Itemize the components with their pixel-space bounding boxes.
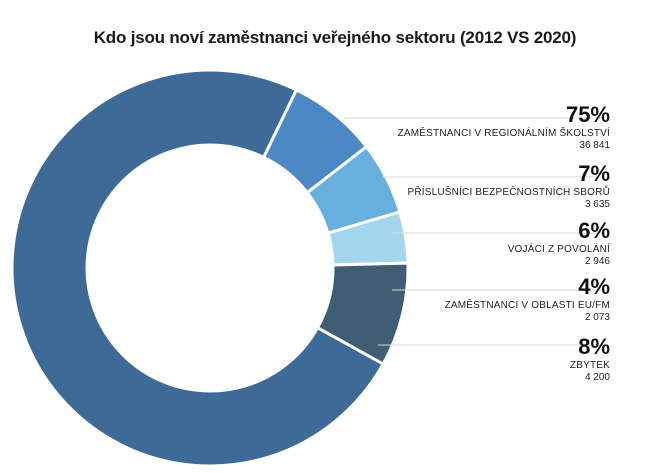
slice-count: 2 946 bbox=[585, 256, 610, 267]
donut-slices bbox=[10, 68, 410, 468]
donut-slice bbox=[315, 261, 410, 367]
slice-count: 3 635 bbox=[585, 199, 610, 210]
percent-label: 4% bbox=[578, 274, 610, 299]
slice-count: 2 073 bbox=[585, 312, 610, 323]
slice-count: 4 200 bbox=[585, 372, 610, 383]
slice-label: ZAMĚSTNANCI V OBLASTI EU/FM bbox=[445, 298, 610, 311]
slice-label: VOJÁCI Z POVOLÁNÍ bbox=[508, 242, 610, 255]
slice-label: PŘÍSLUŠNÍCI BEZPEČNOSTNÍCH SBORŮ bbox=[407, 185, 610, 198]
slice-count: 36 841 bbox=[579, 140, 610, 151]
donut-slice bbox=[10, 68, 386, 468]
slice-label: ZAMĚSTNANCI V REGIONÁLNÍM ŠKOLSTVÍ bbox=[398, 126, 610, 139]
slice-label: ZBYTEK bbox=[570, 360, 610, 371]
chart-title: Kdo jsou noví zaměstnanci veřejného sekt… bbox=[93, 28, 577, 47]
percent-label: 75% bbox=[566, 102, 610, 127]
slice-labels: 75%ZAMĚSTNANCI V REGIONÁLNÍM ŠKOLSTVÍ36 … bbox=[345, 102, 610, 383]
percent-label: 7% bbox=[578, 161, 610, 186]
percent-label: 6% bbox=[578, 218, 610, 243]
percent-label: 8% bbox=[578, 334, 610, 359]
